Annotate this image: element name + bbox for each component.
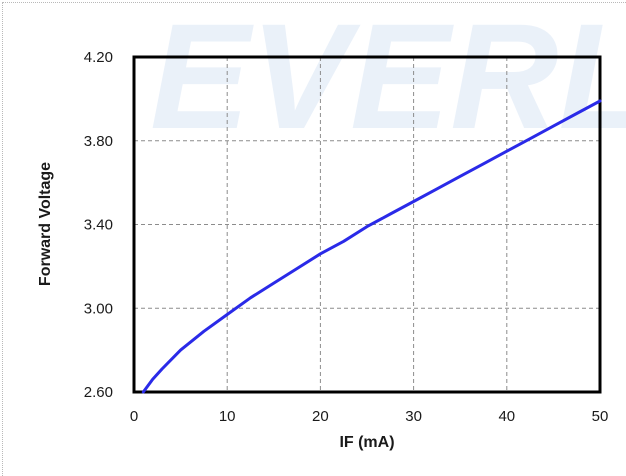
plot-border [132,55,602,394]
x-axis-title: IF (mA) [339,434,394,451]
x-tick-label: 10 [219,408,236,425]
x-tick-label: 20 [312,408,329,425]
series-line [141,99,602,394]
x-tick-label: 0 [130,408,138,425]
y-axis-title: Forward Voltage [37,162,54,286]
series-layer [141,99,602,394]
y-tick-label: 4.20 [84,49,113,66]
x-tick-labels: 0 10 20 30 40 50 [130,408,609,425]
grid [134,57,600,392]
y-tick-labels: 2.60 3.00 3.40 3.80 4.20 [84,49,113,401]
watermark: EVERL [150,0,626,160]
y-tick-label: 3.40 [84,217,113,234]
x-tick-label: 50 [592,408,609,425]
x-tick-label: 40 [498,408,515,425]
x-tick-label: 30 [405,408,422,425]
y-tick-label: 2.60 [84,384,113,401]
y-tick-label: 3.00 [84,300,113,317]
y-tick-label: 3.80 [84,133,113,150]
